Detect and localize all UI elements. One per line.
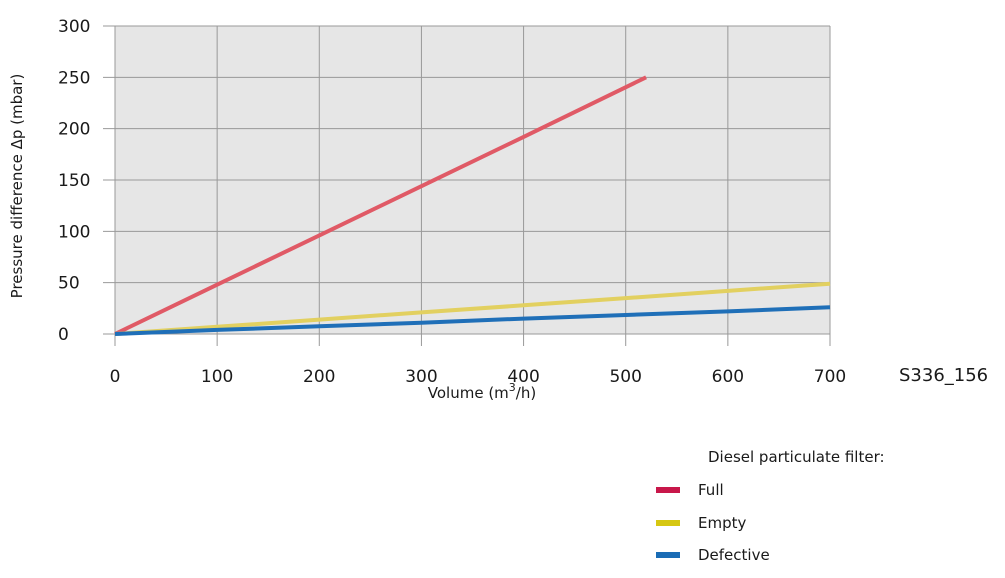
y-tick-label-0: 0 <box>58 325 69 345</box>
y-tick-labels: 0 50 100 150 200 250 300 <box>58 17 90 345</box>
x-tick-label-500: 500 <box>609 367 641 387</box>
x-tick-label-400: 400 <box>507 367 539 387</box>
y-tick-label-250: 250 <box>58 68 90 88</box>
legend-label-empty: Empty <box>698 514 747 532</box>
y-tick-label-200: 200 <box>58 120 90 140</box>
x-axis-title: Volume (m3/h) <box>428 381 536 402</box>
legend-item-full: Full <box>656 480 724 500</box>
legend-item-defective: Defective <box>656 545 770 565</box>
y-axis-title: Pressure difference Δp (mbar) <box>8 74 26 299</box>
legend-item-empty: Empty <box>656 513 746 533</box>
y-tick-label-300: 300 <box>58 17 90 37</box>
series-line-full <box>114 75 647 336</box>
figure-id: S336_156 <box>899 365 988 386</box>
y-tick-label-100: 100 <box>58 222 90 242</box>
legend-swatch-empty <box>656 520 680 526</box>
series-line-empty <box>114 281 831 336</box>
y-tick-label-50: 50 <box>58 274 80 294</box>
legend-label-full: Full <box>698 481 724 499</box>
x-tick-label-0: 0 <box>110 367 121 387</box>
grid-lines <box>103 25 831 346</box>
series-lines <box>114 75 831 336</box>
series-line-defective <box>114 305 831 336</box>
y-tick-label-150: 150 <box>58 171 90 191</box>
legend-label-defective: Defective <box>698 546 770 564</box>
x-tick-label-300: 300 <box>405 367 437 387</box>
legend-swatch-defective <box>656 552 680 558</box>
x-tick-label-600: 600 <box>712 367 744 387</box>
legend-title: Diesel particulate filter: <box>708 448 885 466</box>
legend-swatch-full <box>656 487 680 493</box>
x-tick-label-700: 700 <box>814 367 846 387</box>
x-tick-labels: 0 100 200 300 400 500 600 700 <box>110 367 847 387</box>
x-tick-label-200: 200 <box>303 367 335 387</box>
x-tick-label-100: 100 <box>201 367 233 387</box>
